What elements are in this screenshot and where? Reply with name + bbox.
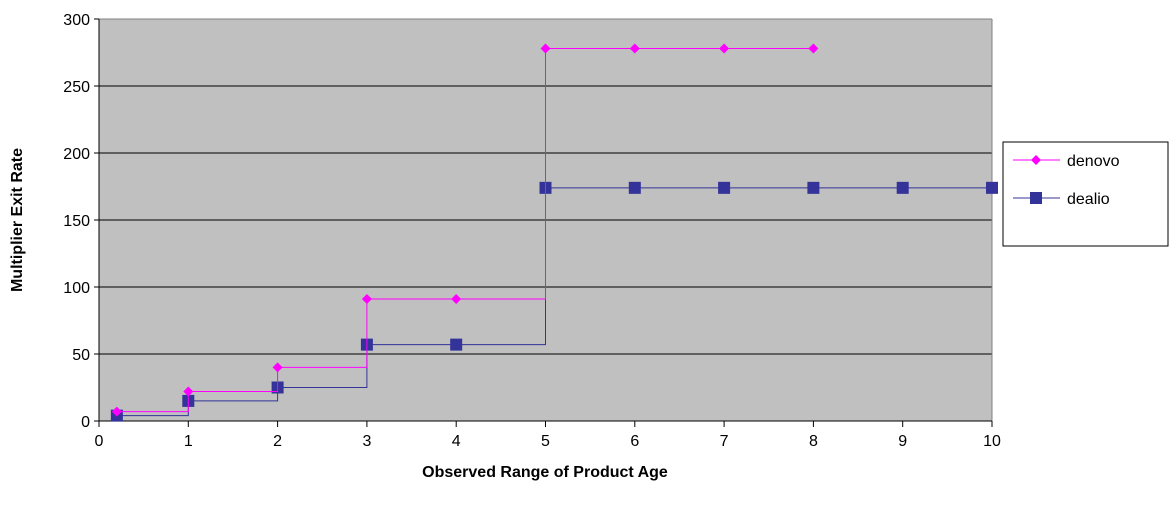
- y-tick-label: 300: [63, 12, 90, 29]
- x-tick-label: 7: [720, 433, 729, 450]
- x-tick-label: 3: [362, 433, 371, 450]
- data-point-denovo: [272, 362, 283, 373]
- x-tick-label: 2: [273, 433, 282, 450]
- y-axis-title: Multiplier Exit Rate: [9, 148, 26, 292]
- data-point-denovo: [111, 406, 122, 417]
- data-point-denovo: [719, 43, 730, 54]
- data-point-denovo: [540, 43, 551, 54]
- data-point-dealio: [628, 181, 641, 194]
- x-tick-label: 5: [541, 433, 550, 450]
- x-tick-label: 1: [184, 433, 193, 450]
- series-dealio: [110, 181, 998, 422]
- series-denovo: [111, 43, 819, 417]
- x-tick-label: 6: [630, 433, 639, 450]
- axis-ticks: 0 50 100 150 200 250 300 0 1 2 3 4 5 6 7 8 9 10: [63, 12, 1001, 450]
- x-tick-label: 9: [898, 433, 907, 450]
- data-point-denovo: [183, 386, 194, 397]
- data-point-dealio: [896, 181, 909, 194]
- data-point-dealio: [718, 181, 731, 194]
- y-tick-label: 100: [63, 280, 90, 297]
- data-point-denovo: [629, 43, 640, 54]
- legend-items: denovo dealio: [1013, 153, 1120, 208]
- y-tick-label: 250: [63, 79, 90, 96]
- data-point-dealio: [450, 338, 463, 351]
- data-point-dealio: [807, 181, 820, 194]
- legend-label-dealio: dealio: [1067, 191, 1110, 208]
- y-tick-label: 150: [63, 213, 90, 230]
- series-group: [110, 43, 998, 422]
- x-axis-title: Observed Range of Product Age: [422, 464, 668, 481]
- x-tick-label: 4: [452, 433, 461, 450]
- x-tick-label: 0: [95, 433, 104, 450]
- y-tick-label: 0: [81, 414, 90, 431]
- legend-marker-dealio: [1030, 192, 1042, 204]
- x-tick-label: 8: [809, 433, 818, 450]
- data-point-denovo: [808, 43, 819, 54]
- y-tick-label: 200: [63, 146, 90, 163]
- data-point-dealio: [986, 181, 998, 194]
- data-point-denovo: [451, 294, 462, 305]
- legend-label-denovo: denovo: [1067, 153, 1120, 170]
- data-point-denovo: [361, 294, 372, 305]
- legend: denovo dealio: [1002, 141, 1169, 247]
- y-tick-label: 50: [72, 347, 90, 364]
- x-tick-label: 10: [983, 433, 1001, 450]
- legend-marker-denovo: [1031, 155, 1041, 165]
